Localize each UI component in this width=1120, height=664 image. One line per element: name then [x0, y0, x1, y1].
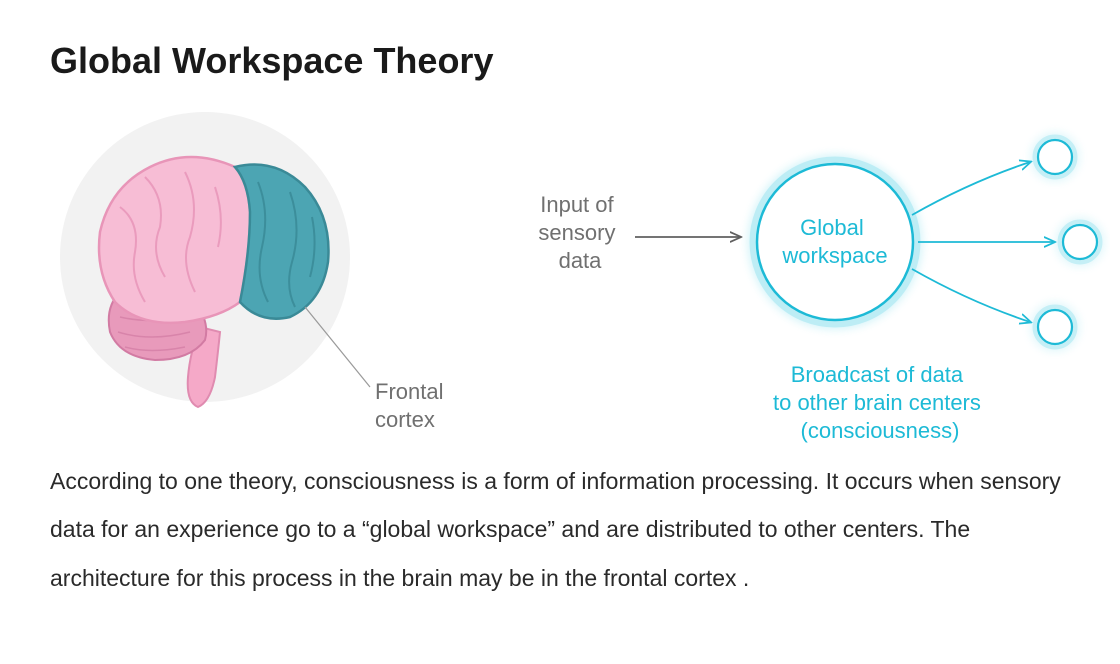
input-label: Input of sensory data [538, 192, 621, 273]
frontal-cortex-label: Frontal cortex [375, 379, 450, 432]
broadcast-label: Broadcast of data to other brain centers… [773, 362, 987, 443]
output-arrow-1 [912, 162, 1030, 215]
output-node-1 [1038, 140, 1072, 174]
diagram-svg: Frontal cortex Input of sensory data Glo… [50, 107, 1110, 447]
output-node-3 [1038, 310, 1072, 344]
output-arrow-3 [912, 269, 1030, 322]
description-text: According to one theory, consciousness i… [50, 457, 1070, 602]
workspace-circle [757, 164, 913, 320]
page-title: Global Workspace Theory [50, 40, 1070, 82]
output-node-2 [1063, 225, 1097, 259]
diagram-container: Frontal cortex Input of sensory data Glo… [50, 107, 1070, 447]
